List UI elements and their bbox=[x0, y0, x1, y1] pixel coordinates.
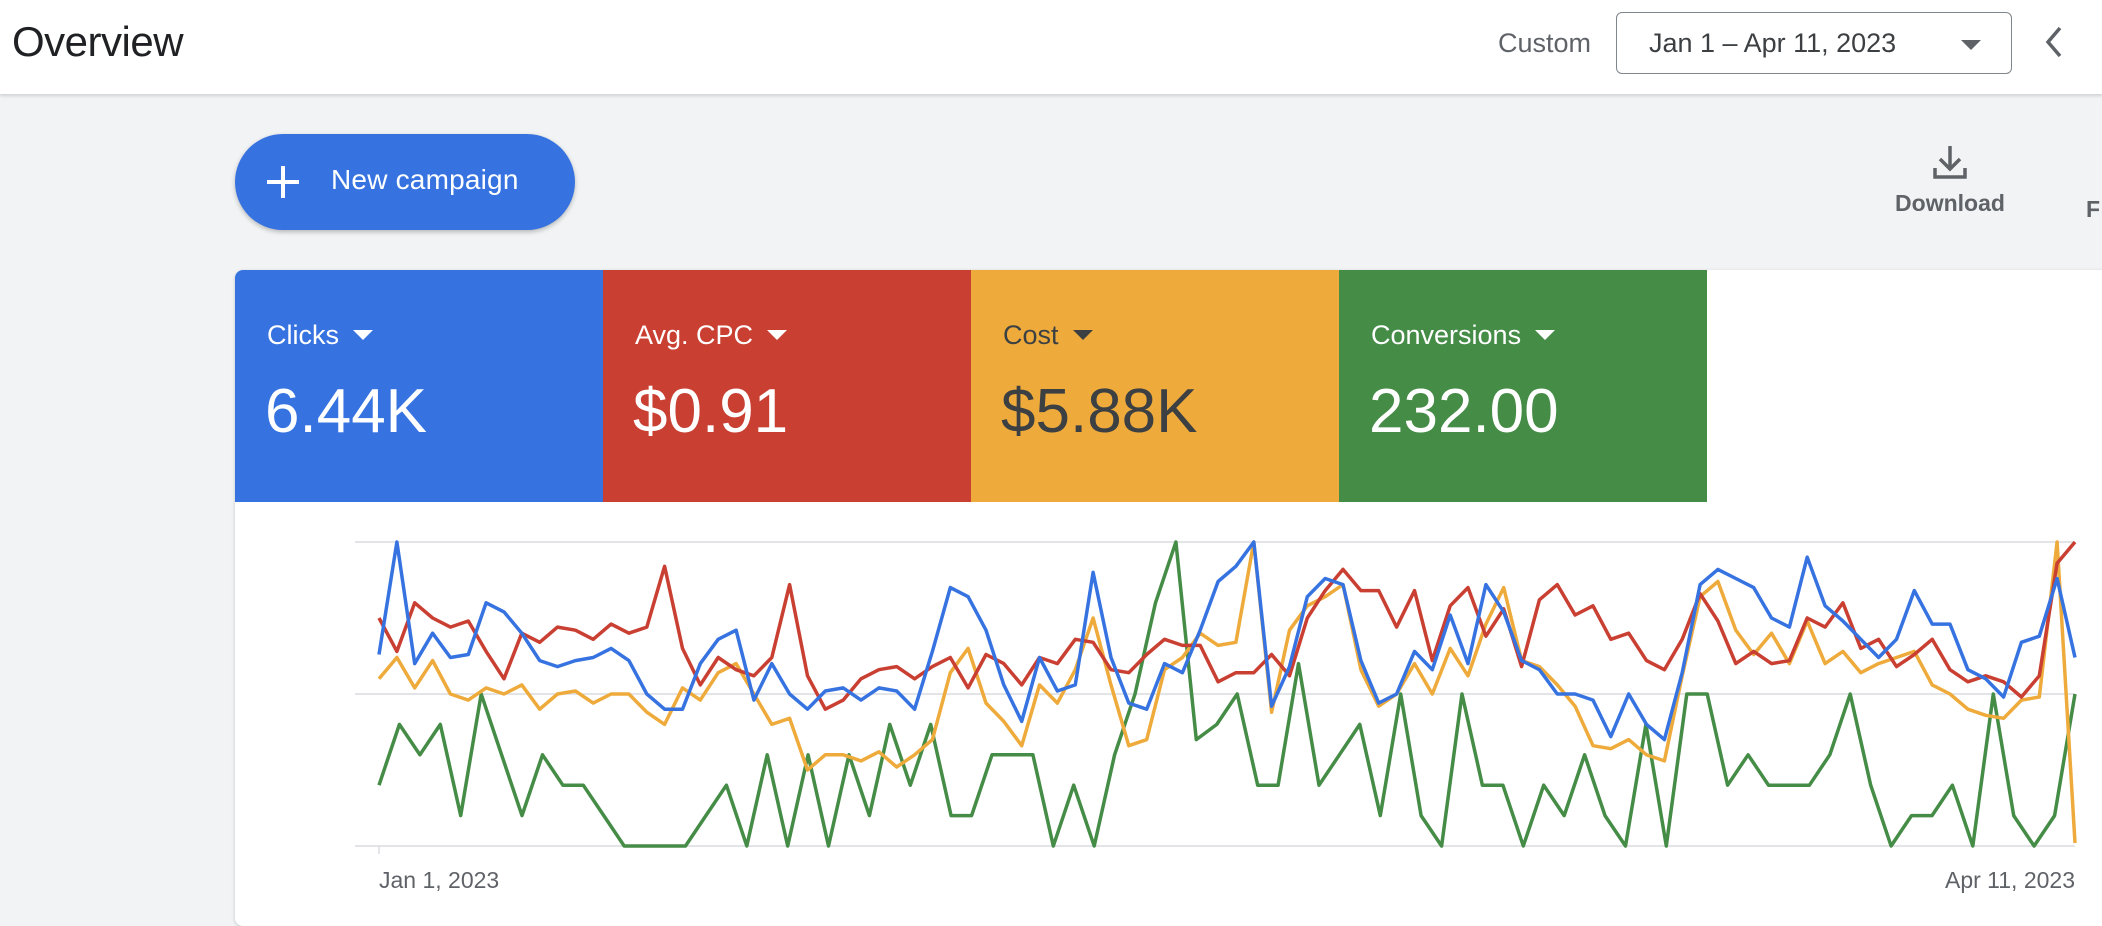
download-label: Download bbox=[1895, 190, 2005, 216]
series-line-clicks[interactable] bbox=[377, 540, 2077, 742]
series-line-avg-cpc[interactable] bbox=[377, 540, 2077, 711]
performance-card: Clicks 6.44K Avg. CPC $0.91 Cost $5.88K … bbox=[235, 270, 2102, 926]
scorecard-value: $0.91 bbox=[633, 377, 789, 446]
series-line-cost[interactable] bbox=[377, 540, 2077, 844]
scorecard-value: 6.44K bbox=[265, 377, 428, 446]
scorecard-label: Cost bbox=[1003, 320, 1093, 351]
performance-line-chart: Jan 1, 2023 Apr 11, 2023 bbox=[355, 540, 2077, 893]
scorecard-metric: Cost bbox=[1003, 320, 1059, 350]
chevron-down-icon bbox=[1961, 40, 1981, 50]
dropdown-arrow-icon[interactable] bbox=[1072, 329, 1093, 340]
date-range-picker[interactable]: Jan 1 – Apr 11, 2023 bbox=[1616, 12, 2012, 74]
toolbar-item-clipped[interactable]: F bbox=[2086, 196, 2101, 222]
new-campaign-label: New campaign bbox=[331, 164, 519, 195]
dropdown-arrow-icon[interactable] bbox=[767, 329, 788, 340]
scorecard-conversions[interactable]: Conversions 232.00 bbox=[1339, 270, 1707, 502]
scorecard-avg-cpc[interactable]: Avg. CPC $0.91 bbox=[603, 270, 971, 502]
series-line-conversions[interactable] bbox=[377, 540, 2077, 848]
scorecard-label: Conversions bbox=[1371, 320, 1556, 351]
date-range-type-label: Custom bbox=[1498, 28, 1592, 58]
scorecard-metric: Conversions bbox=[1371, 320, 1522, 350]
scorecard-metric: Clicks bbox=[267, 320, 339, 350]
dropdown-arrow-icon[interactable] bbox=[353, 329, 373, 340]
scorecard-value: $5.88K bbox=[1001, 377, 1198, 446]
top-bar: Overview Custom Jan 1 – Apr 11, 2023 bbox=[0, 0, 2102, 95]
scorecard-value: 232.00 bbox=[1369, 377, 1559, 446]
scorecard-cost[interactable]: Cost $5.88K bbox=[971, 270, 1339, 502]
download-icon bbox=[1933, 146, 1967, 179]
chevron-left-icon bbox=[2045, 26, 2062, 58]
page-title: Overview bbox=[12, 18, 184, 65]
date-range-value: Jan 1 – Apr 11, 2023 bbox=[1649, 28, 1897, 58]
plus-icon bbox=[267, 166, 299, 198]
dropdown-arrow-icon[interactable] bbox=[1535, 329, 1556, 340]
download-button[interactable]: Download bbox=[1880, 142, 2020, 230]
scorecard-metric: Avg. CPC bbox=[635, 320, 754, 350]
x-tick-label-end: Apr 11, 2023 bbox=[1945, 867, 2075, 893]
x-tick-label-start: Jan 1, 2023 bbox=[379, 867, 499, 893]
scorecard-clicks[interactable]: Clicks 6.44K bbox=[235, 270, 603, 502]
collapse-panel-button[interactable] bbox=[2036, 22, 2072, 62]
new-campaign-button[interactable]: New campaign bbox=[235, 134, 575, 230]
scorecard-label: Clicks bbox=[267, 320, 373, 351]
series-layer bbox=[377, 540, 2077, 848]
scorecard-label: Avg. CPC bbox=[635, 320, 788, 351]
